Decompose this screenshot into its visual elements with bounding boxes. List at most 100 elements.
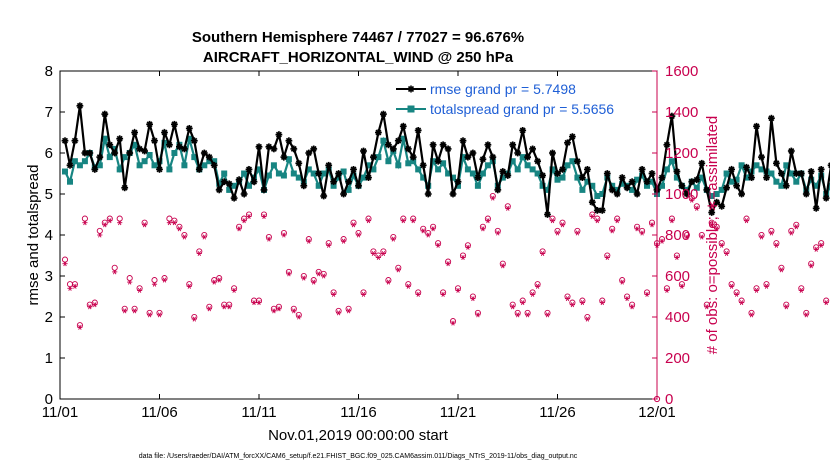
obs-assimilated-point bbox=[709, 222, 715, 228]
obs-assimilated-point bbox=[559, 222, 566, 228]
rmse-point bbox=[603, 170, 611, 177]
x-tick-label: 11/06 bbox=[141, 404, 177, 421]
x-axis: 11/01 11/06 11/11 11/16 11/21 11/26 12/01 bbox=[42, 71, 676, 421]
rmse-point bbox=[151, 137, 158, 145]
totalspread-point bbox=[474, 182, 481, 189]
obs-assimilated-point bbox=[385, 279, 391, 285]
legend-spread-marker bbox=[407, 105, 415, 113]
obs-assimilated-point bbox=[813, 246, 819, 252]
rmse-point bbox=[101, 110, 109, 118]
obs-assimilated-point bbox=[669, 218, 675, 224]
totalspread-point bbox=[549, 166, 556, 173]
rmse-point bbox=[663, 141, 671, 149]
totalspread-point bbox=[420, 174, 427, 181]
totalspread-point bbox=[131, 141, 138, 148]
totalspread-point bbox=[559, 174, 566, 181]
rmse-point bbox=[748, 174, 755, 182]
rmse-point bbox=[275, 131, 283, 139]
rmse-point bbox=[190, 137, 198, 145]
totalspread-point bbox=[728, 178, 735, 185]
obs-assimilated-point bbox=[102, 222, 108, 228]
rmse-point bbox=[210, 161, 218, 169]
rmse-point bbox=[549, 149, 556, 157]
y-left-tick-label: 6 bbox=[45, 145, 53, 162]
rmse-point bbox=[648, 170, 656, 177]
rmse-point bbox=[285, 137, 293, 145]
obs-assimilated-point bbox=[574, 230, 581, 236]
totalspread-point bbox=[813, 182, 820, 189]
obs-assimilated-point bbox=[460, 254, 466, 261]
totalspread-point bbox=[808, 176, 815, 183]
obs-assimilated-point bbox=[112, 269, 118, 275]
obs-assimilated-point bbox=[231, 287, 237, 293]
obs-assimilated-point bbox=[211, 279, 217, 285]
rmse-point bbox=[325, 161, 333, 169]
totalspread-point bbox=[544, 186, 551, 193]
rmse-point bbox=[569, 133, 576, 141]
totalspread-point bbox=[663, 166, 670, 173]
totalspread-point bbox=[201, 162, 208, 169]
y-right-tick-label: 800 bbox=[665, 227, 690, 244]
totalspread-point bbox=[783, 162, 790, 169]
obs-assimilated-point bbox=[191, 316, 197, 322]
totalspread-point bbox=[395, 162, 402, 169]
rmse-point bbox=[544, 211, 551, 218]
totalspread-point bbox=[290, 170, 297, 177]
rmse-point bbox=[170, 120, 178, 128]
totalspread-point bbox=[768, 170, 775, 177]
obs-assimilated-point bbox=[684, 234, 690, 240]
totalspread-point bbox=[295, 174, 302, 181]
y-left-tick-label: 2 bbox=[45, 309, 53, 326]
obs-assimilated-point bbox=[221, 304, 227, 310]
obs-assimilated-point bbox=[768, 230, 775, 236]
obs-assimilated-point bbox=[246, 213, 252, 220]
obs-assimilated-point bbox=[326, 242, 332, 248]
obs-assimilated-point bbox=[624, 296, 630, 302]
totalspread-point bbox=[614, 186, 621, 193]
totalspread-point bbox=[310, 170, 317, 177]
obs-assimilated-point bbox=[510, 304, 516, 310]
rmse-point bbox=[509, 141, 517, 149]
obs-assimilated-point bbox=[296, 314, 302, 320]
y-right-tick-label: 200 bbox=[665, 350, 690, 367]
rmse-point bbox=[320, 192, 328, 200]
obs-assimilated-point bbox=[793, 224, 799, 230]
totalspread-point bbox=[440, 160, 447, 167]
totalspread-point bbox=[320, 170, 327, 177]
obs-assimilated-point bbox=[87, 304, 93, 310]
obs-assimilated-point bbox=[564, 296, 571, 302]
obs-assimilated-point bbox=[773, 242, 780, 248]
obs-assimilated-point bbox=[803, 312, 809, 318]
totalspread-point bbox=[305, 166, 312, 173]
totalspread-point bbox=[340, 168, 347, 175]
rmse-point bbox=[812, 204, 820, 212]
obs-assimilated-point bbox=[649, 222, 655, 228]
obs-assimilated-point bbox=[748, 312, 755, 318]
rmse-point bbox=[618, 174, 626, 182]
rmse-point bbox=[718, 202, 726, 210]
obs-assimilated-point bbox=[614, 218, 620, 224]
rmse-point bbox=[424, 190, 432, 198]
obs-assimilated-point bbox=[694, 205, 700, 211]
totalspread-point bbox=[400, 135, 407, 142]
obs-possible-point bbox=[151, 277, 158, 284]
rmse-point bbox=[384, 141, 392, 149]
obs-assimilated-point bbox=[470, 296, 476, 302]
totalspread-point bbox=[265, 172, 272, 179]
rmse-point bbox=[638, 165, 646, 173]
rmse-point bbox=[474, 174, 482, 182]
totalspread-point bbox=[524, 162, 531, 169]
obs-assimilated-point bbox=[733, 291, 740, 297]
obs-assimilated-point bbox=[137, 287, 143, 293]
rmse-point bbox=[156, 165, 163, 173]
rmse-point bbox=[529, 145, 536, 153]
totalspread-point bbox=[778, 182, 785, 189]
obs-assimilated-point bbox=[226, 304, 232, 310]
totalspread-point bbox=[499, 174, 506, 181]
y-left-tick-label: 4 bbox=[45, 227, 53, 244]
rmse-point bbox=[449, 190, 457, 198]
rmse-point bbox=[554, 170, 561, 177]
y-right-tick-label: 1000 bbox=[665, 186, 698, 203]
totalspread-point bbox=[634, 176, 641, 183]
